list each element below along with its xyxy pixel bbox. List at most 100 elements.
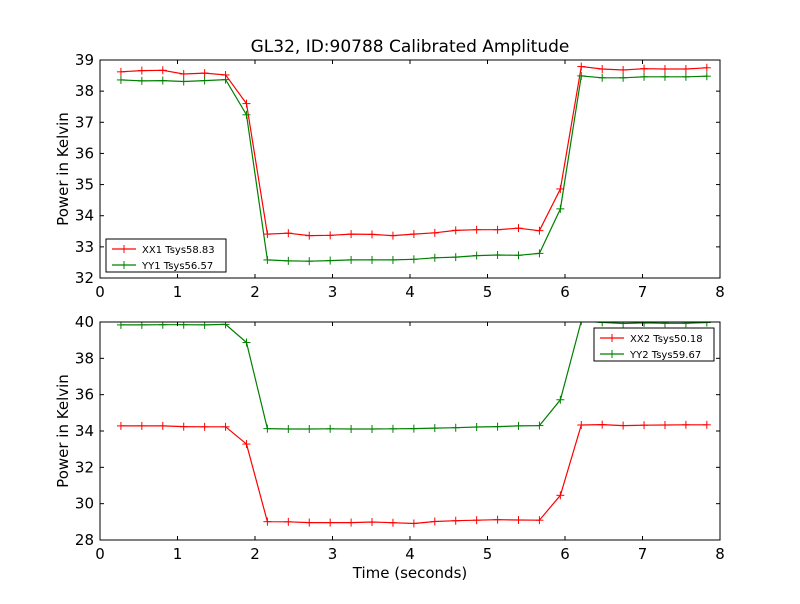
data-point <box>451 516 460 525</box>
data-point <box>493 250 502 259</box>
data-point <box>305 425 314 434</box>
data-point <box>702 420 711 429</box>
x-axis-label: Time (seconds) <box>352 564 468 582</box>
data-point <box>556 395 565 404</box>
data-point <box>556 491 565 500</box>
data-point <box>200 69 209 78</box>
x-tick-label: 6 <box>560 545 570 563</box>
y-tick-label: 36 <box>75 386 94 404</box>
data-point <box>598 73 607 82</box>
data-point <box>556 204 565 213</box>
y-tick-label: 32 <box>75 269 94 287</box>
data-point <box>640 421 649 430</box>
x-tick-label: 0 <box>95 545 105 563</box>
data-point <box>535 226 544 235</box>
data-point <box>681 65 690 74</box>
data-point <box>702 322 711 327</box>
series-2 <box>116 71 711 266</box>
legend-item: YY1 Tsys56.57 <box>112 261 213 272</box>
data-point <box>242 110 251 119</box>
data-point <box>681 420 690 429</box>
data-point <box>702 72 711 81</box>
data-point <box>305 257 314 266</box>
y-tick-label: 33 <box>75 238 94 256</box>
data-point <box>577 62 586 71</box>
data-point <box>200 422 209 431</box>
y-tick-label: 36 <box>75 144 94 162</box>
data-point <box>598 420 607 429</box>
x-tick-label: 4 <box>405 283 415 301</box>
data-point <box>347 425 356 434</box>
data-point <box>619 73 628 82</box>
data-point <box>116 75 125 84</box>
data-point <box>472 516 481 525</box>
legend-label: XX1 Tsys58.83 <box>142 245 215 256</box>
data-point <box>137 421 146 430</box>
data-point <box>430 517 439 526</box>
data-point <box>409 519 418 528</box>
data-point <box>493 225 502 234</box>
data-point <box>326 518 335 527</box>
data-point <box>430 424 439 433</box>
x-tick-label: 4 <box>405 545 415 563</box>
data-point <box>221 422 230 431</box>
chart-title: GL32, ID:90788 Calibrated Amplitude <box>251 37 570 57</box>
data-point <box>681 322 690 328</box>
legend-label: YY1 Tsys56.57 <box>141 261 213 272</box>
data-point <box>158 66 167 75</box>
x-tick-label: 2 <box>250 545 260 563</box>
y-tick-label: 35 <box>75 176 94 194</box>
data-point <box>158 421 167 430</box>
series-line <box>120 65 707 237</box>
data-point <box>660 65 669 74</box>
data-point <box>619 322 628 328</box>
x-tick-label: 1 <box>173 283 183 301</box>
data-point <box>116 421 125 430</box>
data-point <box>347 230 356 239</box>
x-tick-label: 3 <box>328 545 338 563</box>
data-point <box>640 322 649 327</box>
data-point <box>535 249 544 258</box>
x-tick-label: 2 <box>250 283 260 301</box>
legend-item: XX2 Tsys50.18 <box>600 334 703 345</box>
series-line <box>120 423 707 525</box>
legend-label: XX2 Tsys50.18 <box>630 334 703 345</box>
data-point <box>326 424 335 433</box>
data-point <box>284 517 293 526</box>
data-point <box>430 253 439 262</box>
data-point <box>368 518 377 527</box>
data-point <box>179 77 188 86</box>
y-tick-label: 38 <box>75 82 94 100</box>
data-point <box>388 255 397 264</box>
y-tick-label: 28 <box>75 531 94 549</box>
data-point <box>493 515 502 524</box>
data-point <box>388 518 397 527</box>
y-tick-label: 40 <box>75 313 94 331</box>
legend-item: XX1 Tsys58.83 <box>112 245 215 256</box>
data-point <box>242 338 251 347</box>
data-point <box>430 228 439 237</box>
data-point <box>640 64 649 73</box>
data-point <box>451 423 460 432</box>
data-point <box>535 421 544 430</box>
data-point <box>263 517 272 526</box>
data-point <box>409 424 418 433</box>
y-tick-label: 30 <box>75 495 94 513</box>
data-point <box>619 421 628 430</box>
x-tick-label: 5 <box>483 545 493 563</box>
y-axis-label: Power in Kelvin <box>54 374 72 488</box>
data-point <box>200 76 209 85</box>
data-point <box>263 230 272 239</box>
y-tick-label: 37 <box>75 113 94 131</box>
data-point <box>409 255 418 264</box>
data-point <box>179 422 188 431</box>
data-point <box>451 226 460 235</box>
y-axis-label: Power in Kelvin <box>54 112 72 226</box>
data-point <box>451 253 460 262</box>
x-tick-label: 8 <box>715 545 725 563</box>
data-point <box>158 76 167 85</box>
y-tick-label: 39 <box>75 51 94 69</box>
data-point <box>221 322 230 329</box>
data-point <box>514 516 523 525</box>
